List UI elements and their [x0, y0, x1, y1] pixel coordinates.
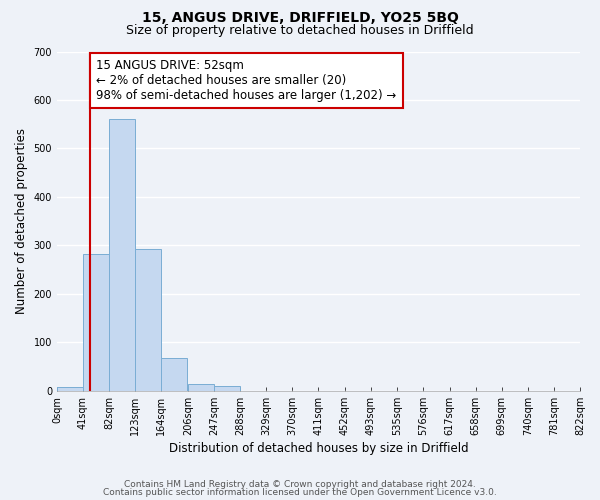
Text: 15, ANGUS DRIVE, DRIFFIELD, YO25 5BQ: 15, ANGUS DRIVE, DRIFFIELD, YO25 5BQ	[142, 12, 458, 26]
Y-axis label: Number of detached properties: Number of detached properties	[15, 128, 28, 314]
Bar	[109, 120, 135, 391]
Bar	[83, 254, 109, 391]
Text: Size of property relative to detached houses in Driffield: Size of property relative to detached ho…	[126, 24, 474, 37]
Text: 15 ANGUS DRIVE: 52sqm
← 2% of detached houses are smaller (20)
98% of semi-detac: 15 ANGUS DRIVE: 52sqm ← 2% of detached h…	[97, 59, 397, 102]
Text: Contains public sector information licensed under the Open Government Licence v3: Contains public sector information licen…	[103, 488, 497, 497]
Bar	[214, 386, 240, 391]
Bar	[161, 358, 187, 391]
X-axis label: Distribution of detached houses by size in Driffield: Distribution of detached houses by size …	[169, 442, 468, 455]
Text: Contains HM Land Registry data © Crown copyright and database right 2024.: Contains HM Land Registry data © Crown c…	[124, 480, 476, 489]
Bar	[57, 388, 83, 391]
Bar	[188, 384, 214, 391]
Bar	[135, 249, 161, 391]
